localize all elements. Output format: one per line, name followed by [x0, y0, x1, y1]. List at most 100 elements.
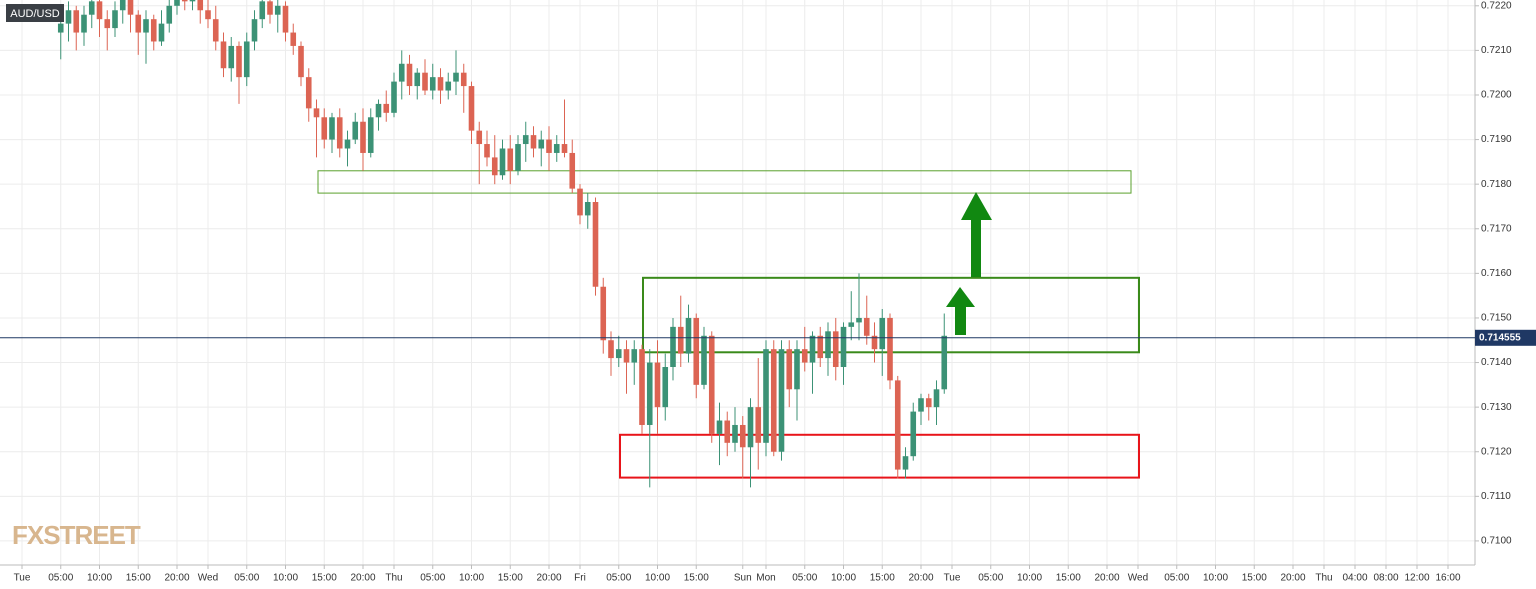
candle-body	[189, 0, 196, 2]
candle-body	[329, 117, 335, 140]
x-tick-label: 15:00	[684, 573, 709, 584]
candle-body	[96, 1, 103, 20]
candle-body	[716, 420, 723, 434]
candle-body	[290, 32, 297, 46]
candle-body	[445, 81, 452, 91]
x-tick-label: 15:00	[312, 573, 337, 584]
candle-body	[832, 331, 839, 368]
candle-body	[73, 10, 80, 33]
candle-body	[274, 5, 281, 15]
candle-body	[615, 349, 622, 359]
x-tick-label: Fri	[574, 573, 586, 584]
candle-body	[468, 86, 475, 131]
last-price-box	[1475, 329, 1536, 346]
candle-body	[530, 135, 537, 149]
candle-body	[894, 380, 901, 470]
x-tick-label: 15:00	[498, 573, 523, 584]
candle-body	[181, 0, 188, 2]
candle-body	[654, 362, 661, 408]
candle-body	[732, 424, 738, 443]
y-tick-label: 0.7200	[1481, 90, 1512, 101]
symbol: AUD/USD	[10, 8, 60, 20]
candle-body	[398, 63, 405, 82]
candle-body	[763, 349, 769, 443]
candle-body	[104, 19, 111, 29]
x-tick-label: Mon	[756, 573, 775, 584]
y-tick-label: 0.7140	[1481, 357, 1512, 368]
x-tick-label: 10:00	[459, 573, 484, 584]
candle-body	[197, 0, 204, 11]
up-arrow-large	[961, 192, 992, 277]
candle-body	[453, 72, 459, 82]
x-tick-label: 10:00	[1017, 573, 1042, 584]
candle-body	[840, 326, 847, 368]
candle-body	[871, 335, 878, 350]
candle-body	[677, 326, 684, 354]
candle-body	[670, 326, 676, 368]
candle-body	[65, 10, 72, 24]
candle-body	[592, 202, 599, 287]
y-tick-label: 0.7150	[1481, 313, 1512, 324]
y-tick-label: 0.7170	[1481, 223, 1512, 234]
candle-body	[584, 202, 591, 216]
candle-body	[367, 117, 374, 153]
x-tick-label: 05:00	[420, 573, 445, 584]
candle-body	[809, 335, 816, 363]
x-tick-label: Tue	[944, 573, 961, 584]
candle-body	[484, 144, 490, 158]
candle-body	[778, 349, 785, 452]
candle-body	[825, 331, 831, 359]
candle-body	[569, 152, 576, 189]
candle-body	[476, 130, 483, 145]
candle-body	[631, 349, 638, 363]
candle-body	[623, 349, 630, 363]
y-tick-label: 0.7130	[1481, 402, 1512, 413]
candle-body	[259, 1, 266, 20]
candle-body	[352, 121, 359, 140]
candle-body	[321, 117, 328, 140]
x-tick-label: 05:00	[48, 573, 73, 584]
candle-body	[794, 349, 800, 390]
x-tick-label: 05:00	[978, 573, 1003, 584]
candle-body	[313, 108, 320, 118]
candle-body	[817, 335, 824, 359]
candle-body	[406, 63, 413, 87]
up-arrow-small	[946, 287, 975, 335]
candle-body	[491, 157, 498, 176]
grid	[0, 0, 1475, 565]
x-tick-label: 08:00	[1373, 573, 1398, 584]
candle-body	[251, 19, 258, 42]
x-tick-label: Thu	[385, 573, 402, 584]
y-tick-label: 0.7120	[1481, 446, 1512, 457]
candle-body	[158, 23, 165, 42]
annotations	[946, 192, 992, 335]
x-tick-label: 10:00	[645, 573, 670, 584]
candle-body	[910, 411, 917, 457]
candle-body	[112, 10, 118, 29]
candle-body	[336, 117, 343, 149]
candle-body	[267, 1, 273, 15]
candle-body	[414, 72, 421, 87]
candle-body	[119, 0, 126, 11]
x-tick-label: 05:00	[792, 573, 817, 584]
x-tick-label: 05:00	[1164, 573, 1189, 584]
x-tick-label: 15:00	[126, 573, 151, 584]
x-tick-label: 20:00	[1280, 573, 1305, 584]
y-tick-label: 0.7180	[1481, 179, 1512, 190]
x-tick-label: Thu	[1315, 573, 1332, 584]
x-tick-label: Tue	[14, 573, 31, 584]
candle-body	[344, 139, 351, 149]
candle-body	[646, 362, 653, 425]
x-tick-label: 20:00	[1094, 573, 1119, 584]
x-tick-label: 10:00	[87, 573, 112, 584]
candle-body	[81, 14, 87, 33]
candle-body	[143, 19, 149, 33]
candle-body	[437, 77, 444, 91]
x-tick-label: 20:00	[164, 573, 189, 584]
candle-body	[925, 398, 932, 408]
x-tick-label: Sun	[734, 573, 752, 584]
candle-body	[499, 148, 506, 176]
x-tick-label: 10:00	[273, 573, 298, 584]
x-tick-label: 20:00	[350, 573, 375, 584]
